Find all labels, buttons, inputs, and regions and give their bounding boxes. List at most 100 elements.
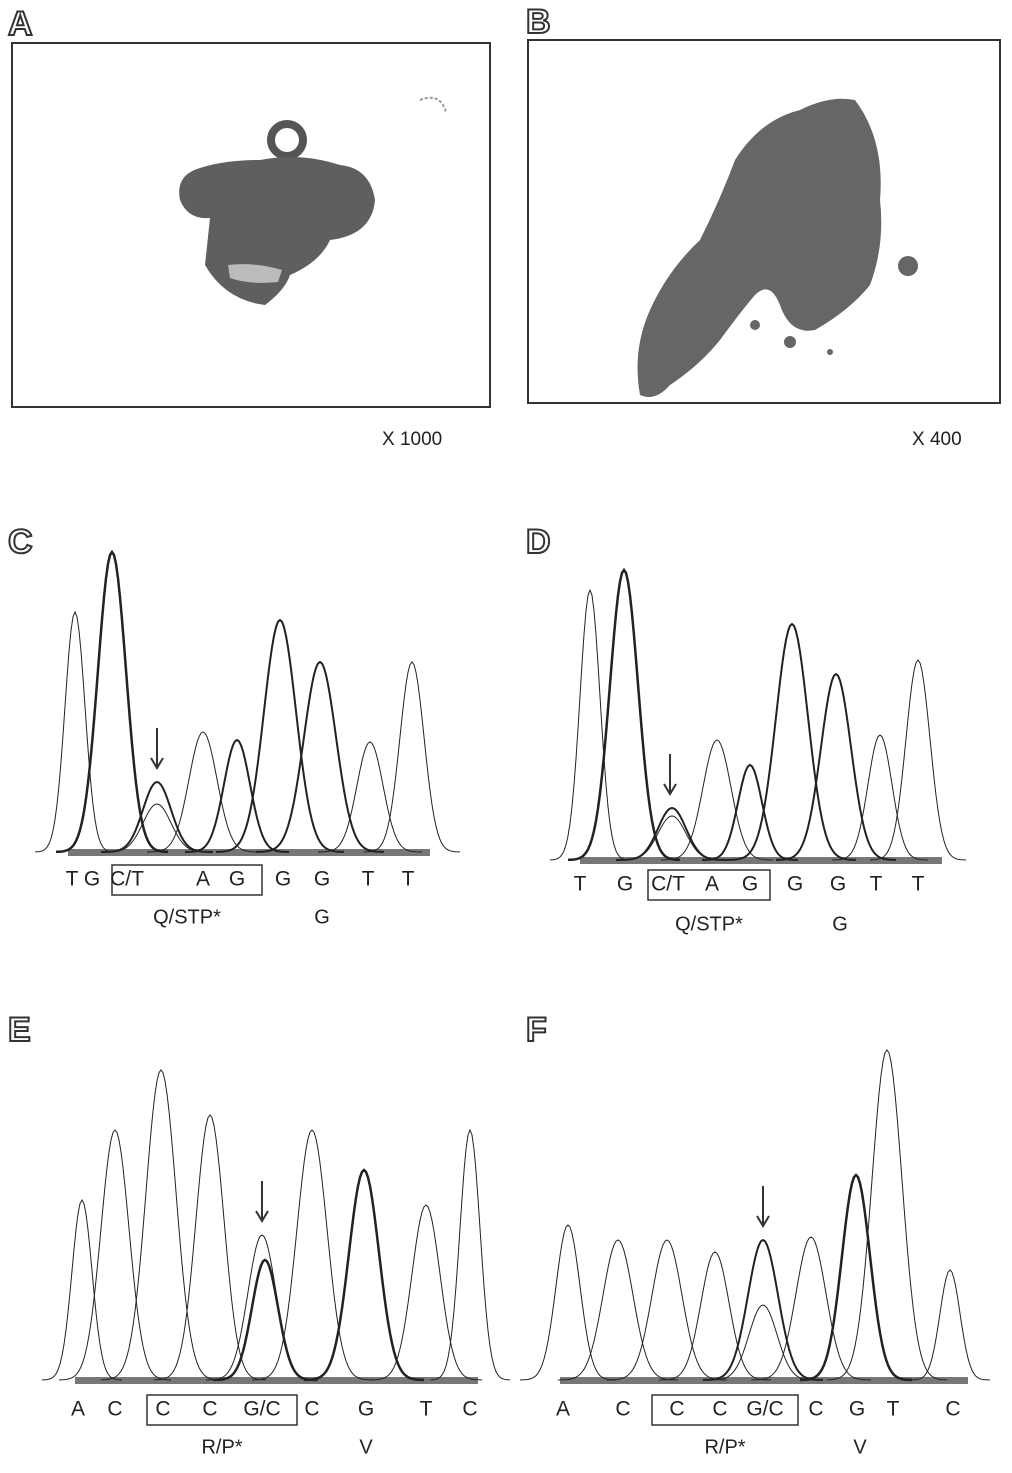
trace-peak [101, 803, 213, 853]
baseline-bar [68, 849, 430, 856]
base-call: C [202, 1398, 217, 1421]
codon-box [647, 869, 771, 901]
base-call: C [462, 1398, 477, 1421]
base-call: A [705, 873, 719, 896]
panel-label: E [8, 1011, 31, 1049]
base-call: G [314, 868, 330, 891]
base-call: G [229, 868, 245, 891]
arrow-head [756, 1215, 770, 1228]
trace-peak [826, 1049, 948, 1381]
base-call: C [808, 1398, 823, 1421]
base-call: G [849, 1398, 865, 1421]
base-call: A [196, 868, 210, 891]
base-call: C [712, 1398, 727, 1421]
trace-peak [42, 1198, 122, 1381]
trace-peak [831, 734, 929, 861]
trace-peak [184, 738, 290, 853]
base-call: C [615, 1398, 630, 1421]
base-call: G [84, 868, 100, 891]
trace-peak [750, 1236, 872, 1381]
cells-b [637, 98, 918, 398]
baseline-bar [580, 857, 942, 864]
trace-peak [616, 815, 728, 861]
codon-annotation: Q/STP* [153, 906, 221, 928]
base-call: C [155, 1398, 170, 1421]
codon-annotation: V [359, 1436, 373, 1458]
trace-peak [101, 780, 213, 853]
trace-peak [146, 731, 260, 853]
trace-peak [100, 1069, 222, 1381]
codon-annotation: G [832, 913, 848, 935]
trace-peak [205, 1234, 319, 1381]
trace-peak [55, 549, 169, 854]
trace-peak [216, 618, 344, 853]
trace-peak [660, 739, 774, 861]
base-call: C/T [110, 868, 144, 891]
trace-peak [59, 1129, 171, 1381]
base-call: C [669, 1398, 684, 1421]
base-call: G/C [243, 1398, 280, 1421]
trace-peak [549, 588, 631, 861]
base-call: A [71, 1398, 85, 1421]
magnification: X 400 [912, 429, 962, 450]
base-call: T [912, 873, 925, 896]
base-call: C [107, 1398, 122, 1421]
codon-annotation: G [314, 906, 330, 928]
trace-peak [520, 1224, 616, 1381]
codon-annotation: R/P* [704, 1436, 745, 1458]
base-call: G [275, 868, 291, 891]
base-call: T [574, 873, 587, 896]
trace-peak [909, 1269, 991, 1381]
base-call: G [617, 873, 633, 896]
trace-peak [317, 741, 423, 853]
panel-label: F [526, 1011, 547, 1049]
base-call: G [742, 873, 758, 896]
trace-peak [557, 1239, 679, 1381]
arrow-head [255, 1210, 269, 1223]
base-call: G/C [746, 1398, 783, 1421]
base-call: C [304, 1398, 319, 1421]
trace-peak [252, 1129, 372, 1381]
trace-peak [256, 660, 384, 853]
trace-peak [364, 661, 460, 853]
arrow-head [663, 783, 677, 796]
codon-box [146, 1394, 298, 1426]
base-call: T [870, 873, 883, 896]
panel-label: D [526, 523, 551, 561]
base-call: G [787, 873, 803, 896]
codon-box [111, 864, 263, 896]
trace-peak [701, 763, 799, 861]
magnification: X 1000 [382, 429, 442, 450]
trace-peak [658, 1251, 772, 1381]
trace-peak [800, 1173, 912, 1382]
panel-label: A [8, 5, 33, 43]
trace-peak [304, 1168, 424, 1382]
base-call: T [66, 868, 79, 891]
base-call: T [887, 1398, 900, 1421]
trace-peak [606, 1239, 728, 1381]
base-call: T [420, 1398, 433, 1421]
trace-peak [567, 567, 681, 862]
trace-peak [702, 1238, 824, 1381]
codon-box [651, 1394, 799, 1426]
trace-peak [870, 659, 966, 861]
trace-peak [34, 610, 116, 853]
base-call: C [945, 1398, 960, 1421]
base-call: C/T [651, 873, 685, 896]
codon-annotation: Q/STP* [675, 913, 743, 935]
panel-label: B [526, 3, 551, 41]
baseline-bar [560, 1377, 968, 1384]
trace-peak [370, 1204, 482, 1381]
arrow-head [150, 757, 164, 770]
codon-annotation: V [853, 1436, 867, 1458]
trace-peak [212, 1258, 318, 1382]
base-call: G [830, 873, 846, 896]
trace-peak [728, 622, 856, 861]
baseline-bar [75, 1377, 478, 1384]
cell-a [179, 96, 447, 305]
base-call: T [362, 868, 375, 891]
base-call: T [402, 868, 415, 891]
panel-label: C [8, 523, 33, 561]
trace-peak [776, 672, 896, 861]
